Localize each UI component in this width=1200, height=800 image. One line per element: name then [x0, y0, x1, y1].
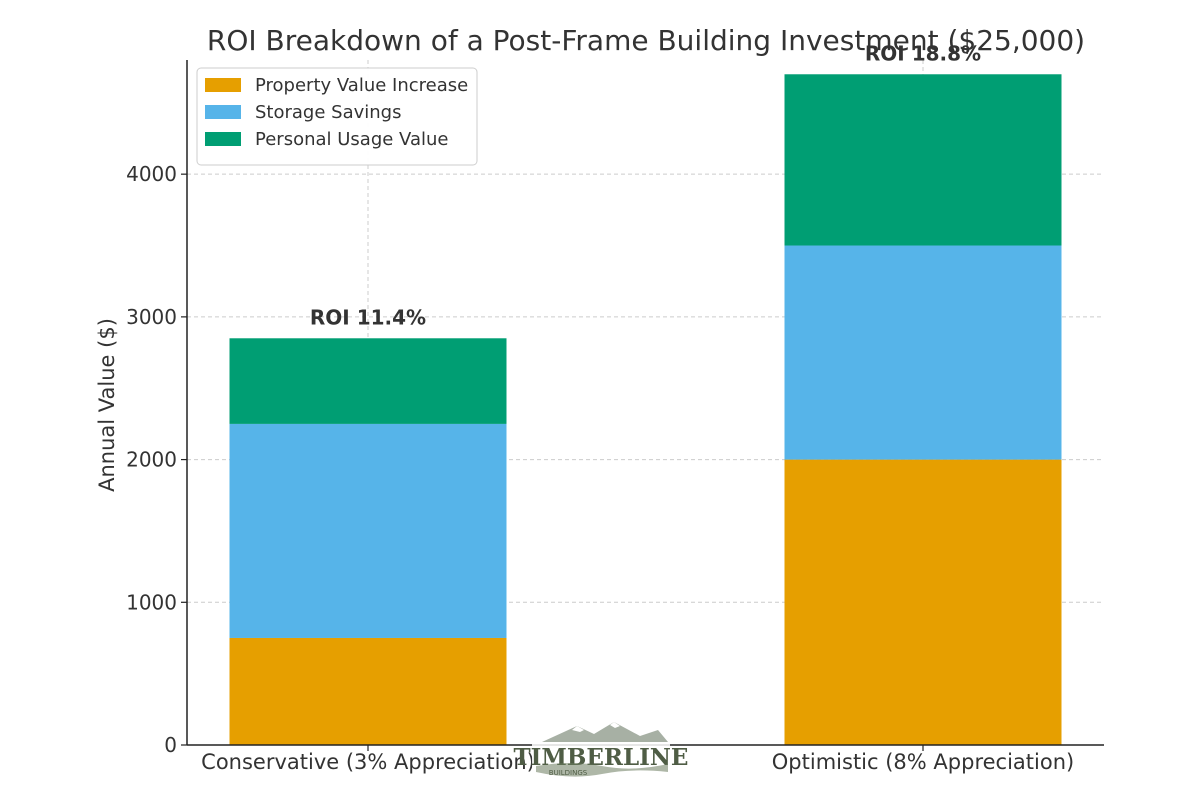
bar-segment — [784, 459, 1062, 745]
legend-swatch — [205, 132, 241, 146]
bar-segment — [229, 338, 507, 424]
y-tick-label: 1000 — [126, 590, 177, 614]
bar-segment — [229, 637, 507, 745]
timberline-logo: TIMBERLINE BUILDINGS — [514, 722, 688, 778]
logo-wave-icon — [536, 763, 668, 777]
bar-segment — [784, 74, 1062, 246]
bar-segment — [229, 423, 507, 638]
bar-segment — [784, 245, 1062, 460]
legend-box — [196, 67, 478, 166]
legend-label: Storage Savings — [255, 102, 401, 123]
legend: Property Value Increase Storage Savings Pe… — [196, 67, 478, 166]
logo-subtext: BUILDINGS — [549, 769, 588, 777]
bars — [229, 74, 1062, 745]
mountain-snow-icon — [572, 722, 620, 732]
y-tick-label: 0 — [164, 733, 177, 757]
y-axis-label: Annual Value ($) — [95, 318, 119, 492]
legend-label: Personal Usage Value — [255, 129, 448, 150]
legend-swatch — [205, 78, 241, 92]
chart-title: ROI Breakdown of a Post-Frame Building I… — [207, 24, 1085, 57]
legend-label: Property Value Increase — [255, 75, 468, 96]
bar-labels: ROI 11.4% ROI 18.8% — [310, 41, 981, 329]
roi-label: ROI 11.4% — [310, 305, 426, 329]
x-tick-label: Conservative (3% Appreciation) — [201, 750, 535, 774]
axes: 0 1000 2000 3000 4000 Conservative (3% Apprec… — [126, 60, 1104, 774]
mountain-icon — [542, 722, 668, 742]
x-tick-label: Optimistic (8% Appreciation) — [772, 750, 1074, 774]
y-tick-label: 4000 — [126, 162, 177, 186]
roi-label: ROI 18.8% — [865, 41, 981, 65]
y-tick-label: 3000 — [126, 305, 177, 329]
y-tick-label: 2000 — [126, 448, 177, 472]
legend-swatch — [205, 105, 241, 119]
